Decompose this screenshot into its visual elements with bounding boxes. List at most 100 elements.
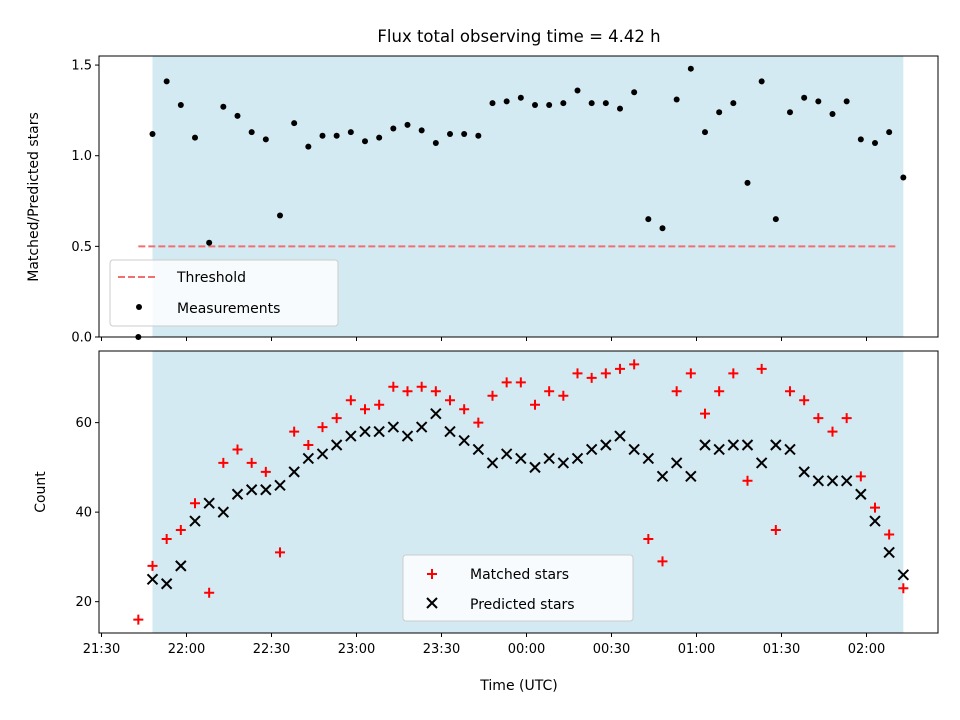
measurement-point [602,100,609,107]
predicted-star-point [288,466,300,478]
measurement-point [404,121,411,128]
measurement-point [631,89,638,96]
chart-title: Flux total observing time = 4.42 h [377,27,660,46]
predicted-star-point [430,407,442,420]
measurement-point [772,216,779,223]
predicted-star-point [628,443,640,456]
measurement-point [546,101,553,108]
legend-predicted-label: Predicted stars [470,597,575,613]
measurement-point [886,129,893,136]
predicted-star-point [699,439,711,451]
matched-star-point [430,386,441,397]
predicted-star-point [500,448,513,460]
measurement-point [135,334,142,340]
measurement-point [857,136,864,143]
predicted-star-point [614,430,626,442]
predicted-star-point [883,546,895,559]
y-tick-label: 20 [75,595,92,610]
matched-star-point [331,413,342,424]
matched-star-point [360,404,370,415]
predicted-star-point [642,452,655,465]
measurement-point [560,100,567,107]
top-panel: 0.0 0.5 1.0 1.5 Threshold Measurements [71,55,939,346]
x-tick-label: 23:00 [338,642,375,657]
matched-star-point [629,359,640,370]
measurement-point [815,98,822,105]
y-tick-label: 1.0 [71,149,92,164]
measurement-point [758,78,765,85]
measurement-point [262,136,269,143]
matched-star-point [841,413,852,424]
predicted-star-point [245,484,258,496]
measurement-point [574,87,581,94]
measurement-point [234,112,241,119]
predicted-star-point [373,425,385,438]
x-axis-label: Time (UTC) [479,678,557,694]
measurement-point [220,103,227,110]
matched-star-point [232,444,243,455]
bottom-legend: Matched stars Predicted stars [402,554,634,622]
matched-star-point [204,587,215,598]
measurement-point [716,109,723,116]
predicted-star-point [784,443,796,456]
plot-frame [98,55,939,338]
matched-star-point [544,386,555,397]
predicted-star-point [217,506,230,518]
measurement-point [503,98,510,105]
measurement-point [418,127,425,134]
matched-star-point [728,368,739,379]
matched-star-point [785,386,795,397]
x-tick-label: 21:30 [83,642,120,657]
matched-star-point [884,529,895,540]
measurement-point [447,130,453,137]
y-tick-label: 0.5 [71,240,92,255]
matched-star-point [657,556,668,567]
measurement-point [362,138,368,145]
matched-star-point [572,368,583,379]
measurement-point [645,216,652,223]
predicted-star-point [401,430,414,442]
x-tick-label: 02:00 [848,642,885,657]
measurement-point [461,130,468,137]
predicted-star-point [770,439,782,451]
y-tick-label: 60 [75,416,92,431]
predicted-star-point [855,488,867,500]
matched-star-point [416,381,427,392]
predicted-star-point [345,430,357,442]
measurement-point [475,132,482,139]
legend-matched-swatch [427,569,437,579]
predicted-star-point [316,448,329,460]
matched-star-point [898,583,909,594]
predicted-star-point [600,439,612,451]
predicted-star-point [840,475,853,487]
legend-box [402,554,634,622]
matched-star-point [714,386,725,397]
predicted-star-point [472,443,485,456]
measurement-point [532,101,538,108]
predicted-star-point [812,475,825,487]
measurement-point [843,98,850,105]
predicted-star-point [146,573,159,585]
predicted-star-point [826,475,839,487]
matched-star-point [600,368,611,379]
matched-star-point [388,381,399,392]
predicted-star-point [189,515,201,527]
predicted-star-point [741,439,754,451]
measurement-point [163,78,170,85]
predicted-star-point [274,479,286,491]
predicted-star-point [543,452,555,465]
measurement-point [617,105,623,112]
matched-star-point [473,417,484,428]
legend-measurement-swatch [136,304,142,310]
measurement-point [872,140,878,147]
predicted-star-point [529,461,541,474]
predicted-star-point [897,569,910,581]
matched-star-point [161,534,172,544]
predicted-star-point [203,497,215,509]
matched-star-point [870,502,880,513]
matched-star-point [260,466,271,477]
measurement-point [149,130,156,137]
matched-star-point [459,404,470,415]
measurement-point [702,129,708,136]
predicted-star-point [755,457,768,469]
